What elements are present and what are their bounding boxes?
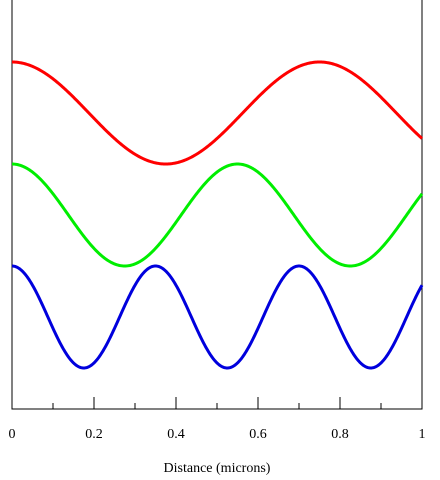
x-tick-labels: 0 0.2 0.4 0.6 0.8 1: [9, 427, 426, 442]
x-tick-label: 1: [419, 427, 426, 442]
x-tick-label: 0.8: [331, 427, 349, 442]
series-line-2: [11, 162, 424, 268]
x-axis-ticks: [11, 397, 423, 409]
x-tick-label: 0: [9, 427, 16, 442]
x-axis-label: Distance (microns): [164, 461, 271, 476]
series-line-3: [11, 264, 424, 370]
series-line-1: [11, 60, 424, 166]
x-tick-label: 0.2: [85, 427, 103, 442]
series-lines: [11, 60, 424, 370]
x-tick-label: 0.4: [167, 427, 185, 442]
x-tick-label: 0.6: [249, 427, 267, 442]
plot-frame: [11, 0, 423, 410]
